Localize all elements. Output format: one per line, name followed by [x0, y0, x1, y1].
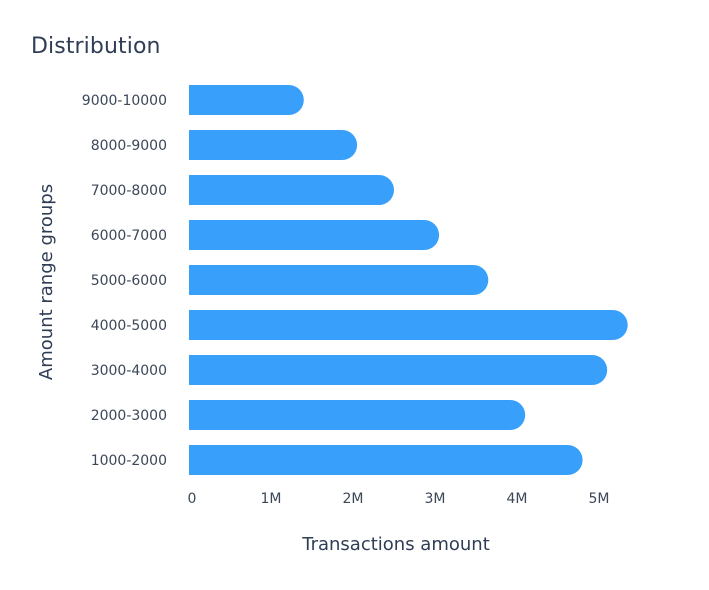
bar-9000-10000[interactable] [189, 85, 304, 116]
bar-3000-4000[interactable] [189, 355, 608, 385]
bar-4000-5000[interactable] [189, 310, 628, 340]
bar-6000-7000[interactable] [189, 220, 440, 250]
y-tick-label: 9000-10000 [82, 93, 167, 109]
x-tick-label: 3M [425, 491, 446, 507]
y-tick-label: 3000-4000 [91, 363, 167, 379]
x-axis-title: Transactions amount [301, 534, 490, 555]
bars-group [189, 85, 628, 475]
bar-8000-9000[interactable] [189, 130, 358, 160]
y-tick-labels: 1000-2000 2000-3000 3000-4000 4000-5000 5000… [82, 93, 167, 469]
x-tick-label: 1M [261, 491, 282, 507]
y-tick-label: 6000-7000 [91, 228, 167, 244]
y-axis-title: Amount range groups [36, 184, 57, 380]
chart-title: Distribution [31, 34, 161, 59]
y-tick-label: 1000-2000 [91, 453, 167, 469]
y-tick-label: 7000-8000 [91, 183, 167, 199]
x-tick-label: 0 [188, 491, 197, 507]
x-tick-label: 5M [589, 491, 610, 507]
y-tick-label: 8000-9000 [91, 138, 167, 154]
x-tick-label: 4M [507, 491, 528, 507]
bar-1000-2000[interactable] [189, 445, 583, 475]
y-tick-label: 5000-6000 [91, 273, 167, 289]
y-tick-label: 2000-3000 [91, 408, 167, 424]
bar-5000-6000[interactable] [189, 265, 489, 295]
x-tick-label: 2M [343, 491, 364, 507]
bar-7000-8000[interactable] [189, 175, 394, 205]
x-tick-labels: 0 1M 2M 3M 4M 5M [188, 491, 610, 507]
bar-2000-3000[interactable] [189, 400, 526, 430]
y-tick-label: 4000-5000 [91, 318, 167, 334]
